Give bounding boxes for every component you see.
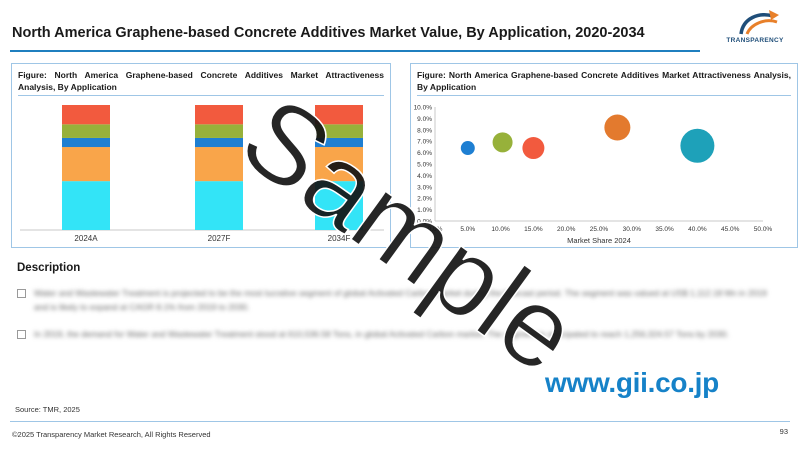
bar-segment xyxy=(62,181,110,230)
y-tick-label: 6.0% xyxy=(417,150,432,157)
description-heading: Description xyxy=(17,262,81,274)
bar-segment xyxy=(315,105,363,125)
bubble-chart-caption: Figure: North America Graphene-based Con… xyxy=(417,69,791,96)
bar-segment xyxy=(315,137,363,148)
bar-segment xyxy=(195,105,243,125)
x-tick-label: 45.0% xyxy=(721,226,740,233)
bar-segment xyxy=(195,137,243,148)
bubble-point xyxy=(604,114,631,141)
x-tick-label: 2024A xyxy=(74,234,98,243)
y-tick-label: 5.0% xyxy=(417,162,432,169)
checkbox-icon xyxy=(17,330,26,339)
x-tick-label: 30.0% xyxy=(623,226,642,233)
bar-segment xyxy=(62,147,110,182)
bubble-chart: 0.0% 1.0% 2.0% 3.0% 4.0% 5.0% 6.0% 7.0% 8.0% 9.0%… xyxy=(414,105,773,246)
page-number: 93 xyxy=(779,427,788,436)
bar-segment xyxy=(62,124,110,138)
bubble-point xyxy=(492,132,513,153)
logo-text: TRANSPARENCY xyxy=(726,37,784,44)
y-tick-label: 4.0% xyxy=(417,173,432,180)
y-tick-label: 10.0% xyxy=(414,105,433,112)
logo-icon xyxy=(739,10,779,35)
y-tick-label: 7.0% xyxy=(417,139,432,146)
watermark-url: www.gii.co.jp xyxy=(545,367,719,398)
bar-chart-caption: Figure: North America Graphene-based Con… xyxy=(18,69,384,96)
x-tick-label: 25.0% xyxy=(590,226,609,233)
description-text: In 2019, the demand for Water and Wastew… xyxy=(34,329,729,339)
bubble-point xyxy=(522,137,545,160)
checkbox-icon xyxy=(17,289,26,298)
bubble-chart-panel: Figure: North America Graphene-based Con… xyxy=(410,63,798,248)
bar-chart-panel: Figure: North America Graphene-based Con… xyxy=(11,63,391,248)
bar-segment xyxy=(315,181,363,230)
y-tick-label: 2.0% xyxy=(417,196,432,203)
bar-segment xyxy=(195,124,243,138)
x-tick-label: 40.0% xyxy=(688,226,707,233)
y-tick-label: 9.0% xyxy=(417,116,432,123)
y-tick-label: 0.0% xyxy=(417,219,432,226)
bar-segment xyxy=(62,137,110,148)
y-tick-label: 1.0% xyxy=(417,207,432,214)
bar-segment xyxy=(315,124,363,138)
company-logo: TRANSPARENCY xyxy=(715,6,795,52)
y-tick-label: 8.0% xyxy=(417,127,432,134)
x-tick-label: 2027F xyxy=(208,234,231,243)
title-underline xyxy=(10,50,700,52)
bar-segment xyxy=(62,105,110,125)
x-tick-label: 15.0% xyxy=(524,226,543,233)
bubble-point xyxy=(460,141,475,156)
x-tick-label: 5.0% xyxy=(460,226,475,233)
bubble-point xyxy=(680,128,715,163)
x-tick-label: 35.0% xyxy=(655,226,674,233)
x-tick-label: 2034F xyxy=(328,234,351,243)
stacked-bar-chart: 2024A 2027F 2034F xyxy=(20,105,384,243)
x-axis-title: Market Share 2024 xyxy=(567,236,631,245)
description-text: Water and Wastewater Treatment is projec… xyxy=(34,288,767,312)
source-note: Source: TMR, 2025 xyxy=(15,405,80,414)
x-tick-label: 10.0% xyxy=(491,226,510,233)
x-tick-label: 0.0% xyxy=(428,226,443,233)
x-tick-label: 50.0% xyxy=(754,226,773,233)
bar-segment xyxy=(315,147,363,182)
footer-divider xyxy=(10,421,790,422)
bar-segment xyxy=(195,181,243,230)
page-title: North America Graphene-based Concrete Ad… xyxy=(12,25,645,41)
y-tick-label: 3.0% xyxy=(417,184,432,191)
copyright-text: ©2025 Transparency Market Research, All … xyxy=(12,430,211,439)
x-tick-label: 20.0% xyxy=(557,226,576,233)
bar-segment xyxy=(195,147,243,182)
